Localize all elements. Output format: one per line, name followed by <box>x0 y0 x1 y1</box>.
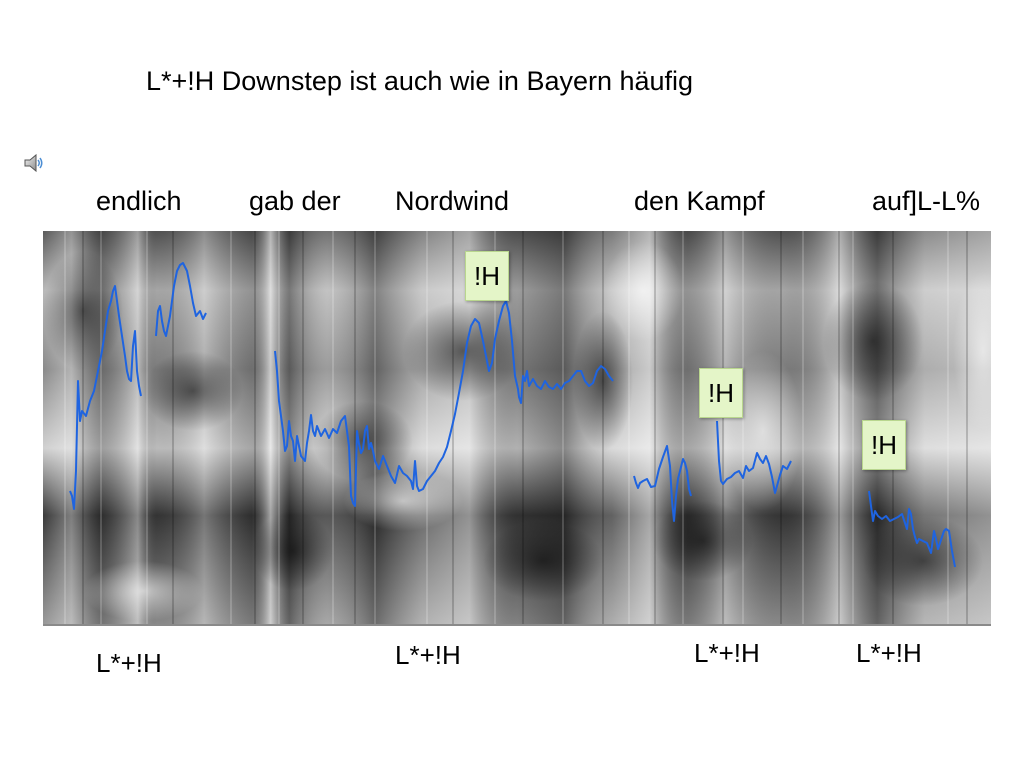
pitch-segment-5 <box>716 420 792 494</box>
word-nordwind: Nordwind <box>395 186 510 216</box>
tone-label-auf: L*+!H <box>856 638 922 668</box>
pitch-segment-3 <box>274 300 614 507</box>
word-auf-boundary: auf]L-L% <box>872 186 981 216</box>
pitch-segment-6 <box>868 490 956 568</box>
downstep-box-kampf: !H <box>699 368 743 418</box>
pitch-segment-2 <box>155 262 207 337</box>
speaker-icon[interactable] <box>22 152 44 174</box>
baseline-divider <box>43 624 991 626</box>
spectrogram <box>43 231 991 626</box>
downstep-box-nordwind: !H <box>465 251 509 301</box>
slide-title: L*+!H Downstep ist auch wie in Bayern hä… <box>146 66 694 96</box>
pitch-segment-1 <box>69 285 142 510</box>
pitch-segment-4 <box>633 445 692 522</box>
tone-label-endlich: L*+!H <box>96 648 162 678</box>
word-gab-der: gab der <box>249 186 341 216</box>
tone-label-nordwind: L*+!H <box>395 640 461 670</box>
word-endlich: endlich <box>96 186 182 216</box>
pitch-track <box>69 262 956 568</box>
word-den-kampf: den Kampf <box>634 186 765 216</box>
tone-label-kampf: L*+!H <box>694 638 760 668</box>
downstep-box-auf: !H <box>862 420 906 470</box>
